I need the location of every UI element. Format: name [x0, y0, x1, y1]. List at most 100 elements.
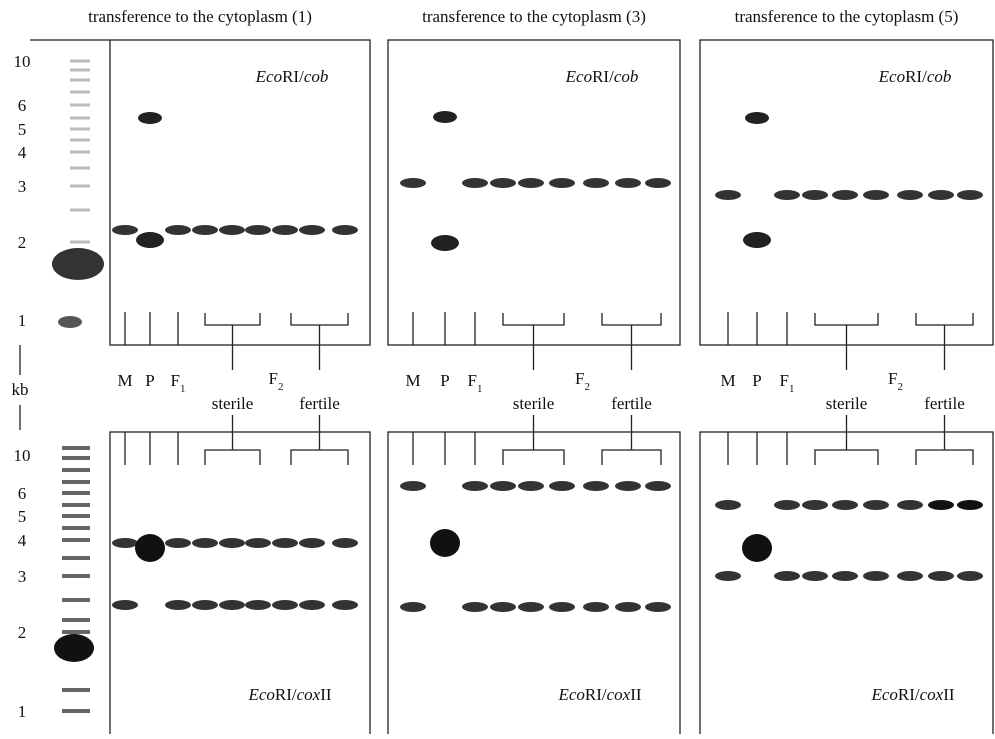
- band: [138, 112, 162, 124]
- lane-label: M: [720, 371, 735, 390]
- band: [897, 190, 923, 200]
- band: [272, 600, 298, 610]
- ladder-band: [62, 598, 90, 602]
- probe-part: RI/: [282, 67, 304, 86]
- band: [112, 225, 138, 235]
- probe-label: EcoRI/coxII: [247, 685, 331, 704]
- band: [490, 602, 516, 612]
- ladder-band: [62, 468, 90, 472]
- band: [299, 538, 325, 548]
- ladder-band: [70, 116, 90, 120]
- band: [645, 602, 671, 612]
- size-label: 2: [18, 233, 27, 252]
- lane-label: P: [752, 371, 761, 390]
- band: [272, 538, 298, 548]
- band: [112, 600, 138, 610]
- lane-letter: F: [468, 371, 477, 390]
- probe-part: cox: [607, 685, 631, 704]
- band: [165, 538, 191, 548]
- band: [897, 500, 923, 510]
- ladder-band: [62, 538, 90, 542]
- blot-box: [109, 431, 371, 739]
- ladder-band: [62, 688, 90, 692]
- band: [957, 500, 983, 510]
- band: [742, 534, 772, 562]
- probe-part: Eco: [565, 67, 592, 86]
- lane-letter: F: [269, 369, 278, 388]
- lane-subscript: 1: [180, 383, 186, 395]
- band: [715, 571, 741, 581]
- group-label: sterile: [513, 394, 555, 413]
- size-label: 10: [14, 446, 31, 465]
- ladder-band: [70, 208, 90, 212]
- ladder-band: [62, 526, 90, 530]
- lane-label: F1: [468, 371, 483, 395]
- probe-part: RI/: [905, 67, 927, 86]
- bracket: [915, 415, 974, 465]
- ladder-band: [70, 127, 90, 131]
- blot-box: [109, 39, 371, 346]
- band: [192, 225, 218, 235]
- band: [430, 529, 460, 557]
- ladder-band: [62, 503, 90, 507]
- band: [583, 481, 609, 491]
- lane-label: M: [117, 371, 132, 390]
- lane-letter: F: [575, 369, 584, 388]
- size-label: 3: [18, 567, 27, 586]
- probe-part: II: [320, 685, 332, 704]
- probe-part: Eco: [247, 685, 274, 704]
- ladder-band: [70, 90, 90, 94]
- band: [615, 602, 641, 612]
- band: [897, 571, 923, 581]
- band: [192, 538, 218, 548]
- band: [400, 178, 426, 188]
- ladder-band: [62, 456, 90, 460]
- lane-label: P: [145, 371, 154, 390]
- lane-label: P: [440, 371, 449, 390]
- band: [433, 111, 457, 123]
- band: [245, 538, 271, 548]
- ladder-band: [62, 618, 90, 622]
- probe-part: Eco: [870, 685, 897, 704]
- band: [615, 178, 641, 188]
- band: [957, 190, 983, 200]
- band: [518, 602, 544, 612]
- band: [518, 481, 544, 491]
- group-label: fertile: [611, 394, 652, 413]
- ladder-band: [70, 150, 90, 154]
- probe-part: RI/: [275, 685, 297, 704]
- panel-title: transference to the cytoplasm (3): [422, 7, 646, 26]
- band: [832, 571, 858, 581]
- size-label: 10: [14, 52, 31, 71]
- lane-label: F2: [888, 369, 903, 393]
- panel-title: transference to the cytoplasm (5): [735, 7, 959, 26]
- bracket: [502, 415, 565, 465]
- bracket: [204, 415, 261, 465]
- lane-label: F2: [269, 369, 284, 393]
- band: [715, 500, 741, 510]
- band: [332, 600, 358, 610]
- band: [832, 190, 858, 200]
- band: [745, 112, 769, 124]
- band: [165, 600, 191, 610]
- panel-title: transference to the cytoplasm (1): [88, 7, 312, 26]
- ladder-band: [70, 103, 90, 107]
- ladder-band: [70, 184, 90, 188]
- band: [743, 232, 771, 248]
- probe-part: Eco: [878, 67, 905, 86]
- band: [400, 602, 426, 612]
- size-label: 1: [18, 311, 27, 330]
- probe-part: II: [943, 685, 955, 704]
- bracket: [601, 415, 662, 465]
- band: [863, 190, 889, 200]
- band: [645, 481, 671, 491]
- band: [400, 481, 426, 491]
- size-label: 5: [18, 507, 27, 526]
- ladder-band: [70, 166, 90, 170]
- band: [299, 600, 325, 610]
- band: [863, 500, 889, 510]
- band: [462, 481, 488, 491]
- band: [245, 600, 271, 610]
- bracket: [204, 313, 261, 370]
